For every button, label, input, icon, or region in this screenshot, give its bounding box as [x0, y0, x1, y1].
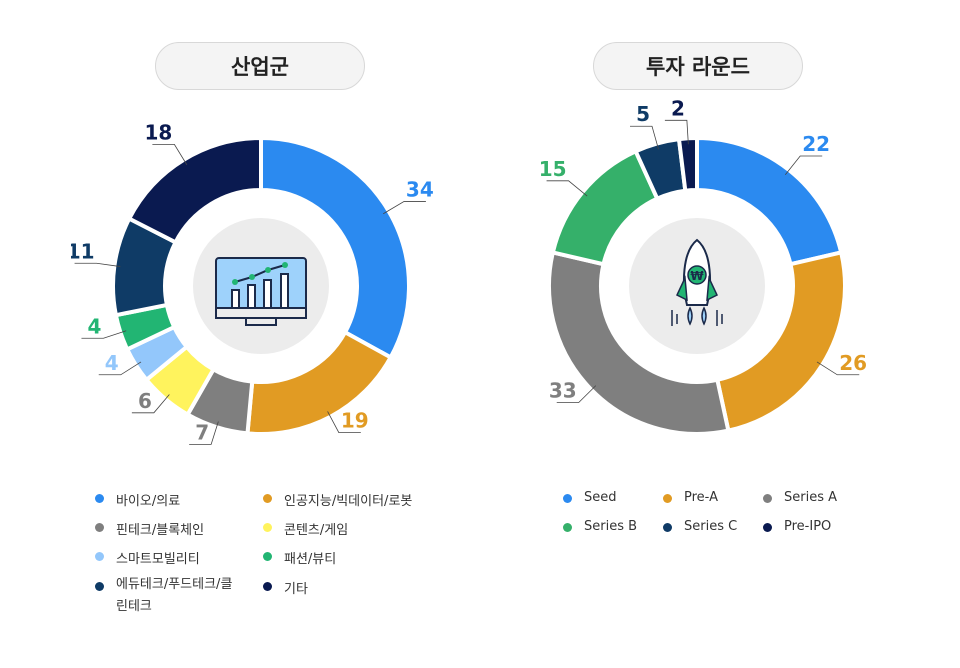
legend-item: Seed [563, 490, 617, 505]
leader-line [816, 361, 860, 376]
legend-dot [95, 494, 104, 503]
legend-item: 에듀테크/푸드테크/클린테크 [95, 577, 236, 618]
legend-label: 스마트모빌리티 [116, 552, 200, 567]
legend-item: Series C [663, 519, 737, 534]
legend-item: 바이오/의료 [95, 490, 180, 509]
legend-dot [263, 582, 272, 591]
data-label: 26 [839, 351, 867, 375]
leader-line [131, 394, 170, 414]
legend-item: 기타 [263, 578, 308, 597]
data-label: 15 [539, 157, 567, 181]
legend-label: 핀테크/블록체인 [116, 523, 205, 538]
legend-dot [95, 552, 104, 561]
leader-line [784, 155, 823, 176]
legend-label: 바이오/의료 [116, 494, 181, 509]
legend-dot [263, 523, 272, 532]
legend-dot [763, 494, 772, 503]
legend-label: Seed [584, 490, 617, 505]
svg-text:₩: ₩ [690, 269, 704, 283]
data-label: 7 [195, 420, 209, 444]
data-label: 4 [88, 314, 102, 338]
data-label: 11 [71, 239, 95, 263]
leader-line [189, 421, 219, 445]
leader-line [630, 125, 659, 150]
legend-label: Series B [584, 519, 638, 534]
legend-label: 기타 [284, 582, 308, 597]
legend-dot [663, 494, 672, 503]
leader-line [383, 201, 426, 215]
legend-label: 에듀테크/푸드테크/클린테크 [116, 577, 233, 614]
data-label: 33 [549, 378, 577, 402]
monitor-chart-icon [215, 257, 307, 326]
legend-label: 콘텐츠/게임 [284, 523, 349, 538]
chart-title-round: 투자 라운드 [593, 42, 803, 90]
legend-item: Series B [563, 519, 637, 534]
legend-item: 스마트모빌리티 [95, 548, 200, 567]
legend-item: 콘텐츠/게임 [263, 519, 348, 538]
data-label: 19 [341, 409, 369, 433]
legend-label: Series C [684, 519, 738, 534]
donut-slice [547, 250, 731, 436]
legend-dot [263, 552, 272, 561]
data-label: 2 [671, 100, 685, 120]
legend-item: Pre-IPO [763, 519, 831, 534]
data-label: 18 [145, 120, 173, 144]
legend-dot [263, 494, 272, 503]
leader-line [81, 330, 127, 339]
legend-item: Series A [763, 490, 837, 505]
leader-line [327, 411, 361, 434]
legend-item: 핀테크/블록체인 [95, 519, 204, 538]
donut-slice [259, 135, 411, 361]
rocket-won-icon: ₩ [671, 238, 723, 326]
data-label: 34 [406, 178, 434, 202]
legend-item: Pre-A [663, 490, 718, 505]
legend-dot [95, 523, 104, 532]
donut-slice [126, 135, 263, 245]
chart-title-industry: 산업군 [155, 42, 365, 90]
legend-label: Pre-IPO [784, 519, 832, 534]
legend-label: Series A [784, 490, 838, 505]
legend-item: 패션/뷰티 [263, 548, 336, 567]
legend-dot [95, 582, 104, 591]
donut-slice [676, 135, 699, 193]
data-label: 4 [105, 351, 119, 375]
data-label: 6 [138, 389, 152, 413]
legend-label: 패션/뷰티 [284, 552, 337, 567]
legend-label: 인공지능/빅데이터/로봇 [284, 494, 413, 509]
leader-line [98, 361, 142, 376]
legend-dot [763, 523, 772, 532]
leader-line [556, 385, 597, 403]
data-label: 22 [802, 132, 830, 156]
legend-dot [663, 523, 672, 532]
leader-line [546, 180, 588, 197]
leader-line [664, 119, 689, 145]
leader-line [152, 143, 188, 166]
leader-line [74, 262, 121, 267]
data-label: 5 [636, 102, 650, 126]
legend-label: Pre-A [684, 490, 718, 505]
round-donut-chart: 22 26 33 15 5 2 ₩ [539, 100, 867, 436]
legend-dot [563, 523, 572, 532]
legend-item: 인공지능/빅데이터/로봇 [263, 490, 412, 509]
legend-dot [563, 494, 572, 503]
donut-slice [714, 250, 847, 434]
